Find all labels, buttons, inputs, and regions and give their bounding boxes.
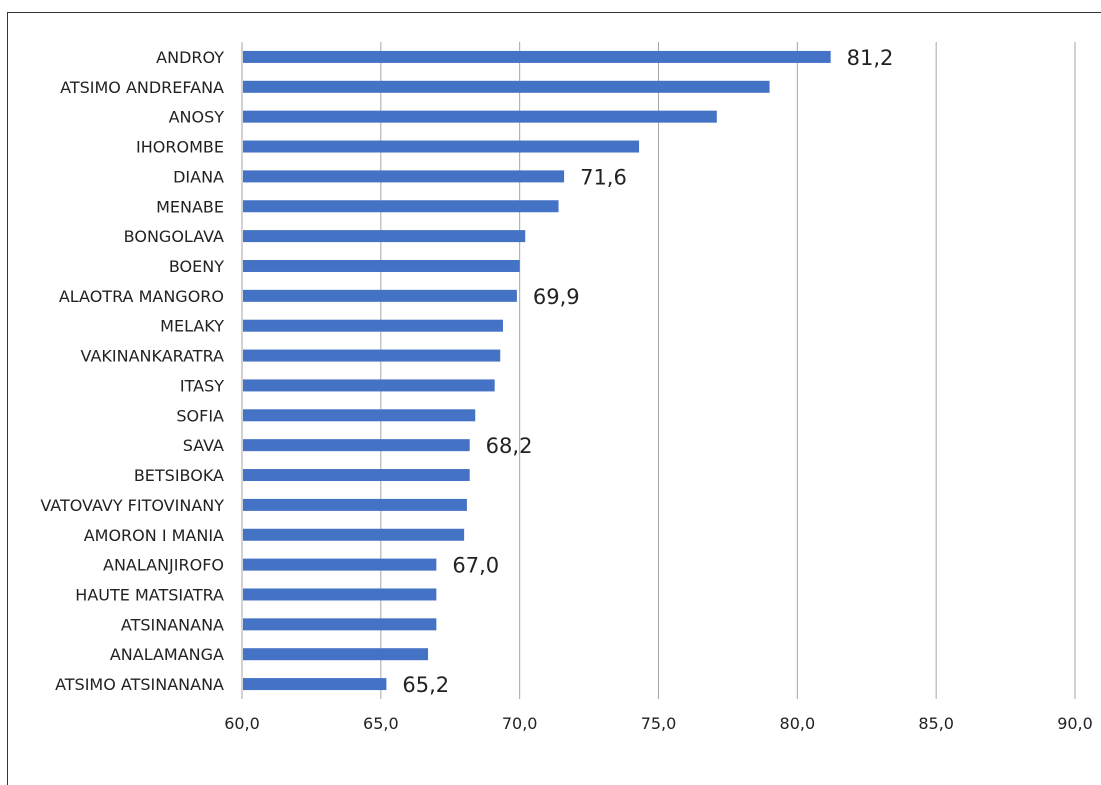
category-label: ANALANJIROFO (103, 556, 224, 575)
category-label: SOFIA (176, 406, 224, 425)
bar (243, 200, 559, 213)
x-tick-label: 80,0 (780, 714, 816, 733)
category-label: BONGOLAVA (124, 227, 224, 246)
bar (243, 409, 476, 422)
category-label: DIANA (173, 167, 224, 186)
bar (243, 349, 501, 362)
x-tick-label: 85,0 (918, 714, 954, 733)
category-label: MENABE (156, 197, 224, 216)
data-label: 67,0 (452, 554, 499, 578)
category-label: ATSIMO ANDREFANA (60, 78, 224, 97)
category-label: ANDROY (156, 48, 224, 67)
bar (243, 498, 467, 511)
bar (243, 439, 470, 452)
chart-frame (7, 12, 1101, 785)
category-label: VATOVAVY FITOVINANY (40, 496, 224, 515)
x-tick-label: 90,0 (1057, 714, 1093, 733)
category-label: VAKINANKARATRA (81, 347, 225, 366)
bar (243, 110, 717, 123)
category-label: ITASY (180, 376, 224, 395)
bar (243, 528, 465, 541)
bar (243, 558, 437, 571)
data-label: 81,2 (847, 46, 894, 70)
category-label: SAVA (183, 436, 224, 455)
category-label: BOENY (169, 257, 224, 276)
x-tick-label: 60,0 (224, 714, 260, 733)
category-label: IHOROMBE (136, 138, 224, 157)
x-tick-label: 70,0 (502, 714, 538, 733)
bar (243, 289, 517, 302)
bar (243, 678, 387, 691)
data-label: 65,2 (402, 673, 449, 697)
category-label: ALAOTRA MANGORO (59, 287, 224, 306)
bar (243, 648, 429, 661)
bar (243, 618, 437, 631)
x-tick-label: 65,0 (363, 714, 399, 733)
bar (243, 140, 640, 153)
bar (243, 80, 770, 93)
bar (243, 50, 831, 63)
bar (243, 319, 504, 332)
category-label: MELAKY (160, 317, 224, 336)
data-label: 69,9 (533, 285, 580, 309)
data-label: 71,6 (580, 165, 627, 189)
category-label: ANOSY (169, 108, 225, 127)
bar (243, 379, 495, 392)
x-tick-label: 75,0 (641, 714, 677, 733)
bar (243, 588, 437, 601)
category-label: ATSIMO ATSINANANA (55, 675, 224, 694)
category-label: HAUTE MATSIATRA (75, 585, 224, 604)
category-label: BETSIBOKA (134, 466, 224, 485)
bar (243, 230, 526, 243)
category-label: ANALAMANGA (110, 645, 224, 664)
bar (243, 259, 520, 272)
bar (243, 469, 470, 482)
data-label: 68,2 (486, 434, 533, 458)
bar (243, 170, 565, 183)
category-label: AMORON I MANIA (84, 526, 224, 545)
category-label: ATSINANANA (121, 615, 224, 634)
